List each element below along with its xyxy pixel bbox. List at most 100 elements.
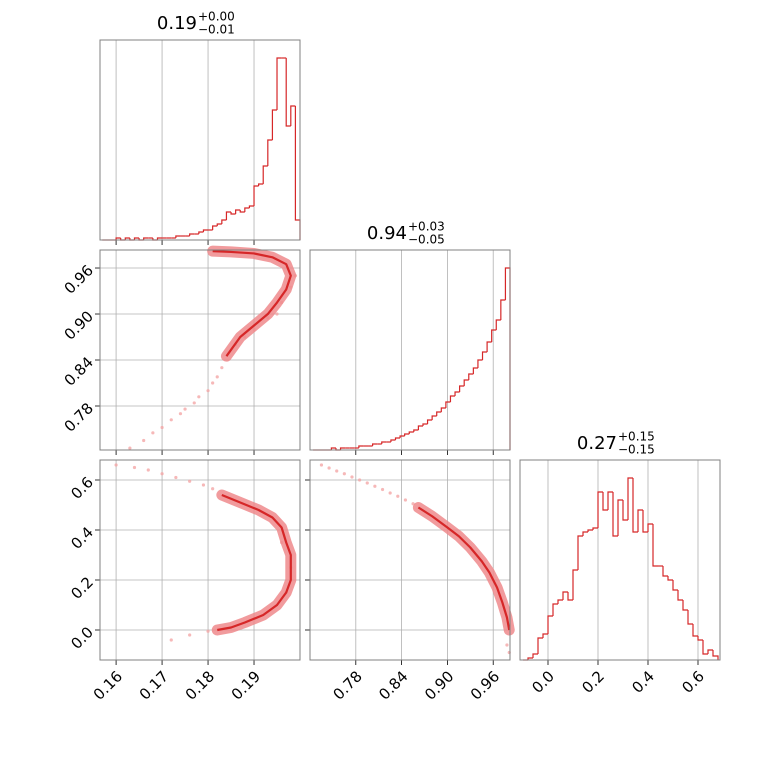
sample-point <box>380 487 385 492</box>
histogram-bin <box>371 443 378 446</box>
contour-fill <box>412 502 515 636</box>
contour-fill <box>207 245 297 362</box>
histogram-bin <box>562 591 568 600</box>
sample-point <box>192 401 196 405</box>
y-tick-label: 0.2 <box>67 573 97 603</box>
histogram-bin <box>216 223 222 226</box>
histogram-bin <box>198 231 204 234</box>
histogram-bin <box>422 423 428 426</box>
sample-point <box>160 472 164 476</box>
sample-point <box>275 312 279 316</box>
histogram-bin <box>572 569 578 600</box>
x-tick-label: 0.0 <box>528 667 558 697</box>
x-tick-label: 0.84 <box>375 667 411 703</box>
histogram-bin <box>258 183 264 186</box>
x-tick-label: 0.78 <box>329 667 365 703</box>
histogram-bin <box>537 637 543 654</box>
histogram-bin <box>436 411 442 416</box>
histogram-bin <box>552 603 558 616</box>
histogram-bin <box>637 509 643 532</box>
sample-point <box>211 381 215 385</box>
histogram-bin <box>647 523 653 532</box>
histogram-bin <box>445 401 451 408</box>
sample-point <box>169 638 173 642</box>
sample-point <box>169 418 173 422</box>
histogram-bin <box>381 441 387 444</box>
sample-point <box>327 466 331 470</box>
histogram-bin <box>426 419 433 424</box>
histogram-bin <box>702 640 708 655</box>
y-tick-label: 0.6 <box>67 473 97 503</box>
panel-title: 0.27 <box>577 433 617 454</box>
sample-point <box>151 431 155 435</box>
histogram-bin <box>627 477 633 520</box>
sample-point <box>388 491 392 495</box>
x-tick-label: 0.18 <box>182 667 218 703</box>
panel-frame <box>99 39 301 241</box>
histogram-bin <box>672 580 678 591</box>
panel-frame <box>309 459 511 661</box>
x-tick-label: 0.4 <box>628 667 658 697</box>
histogram-bin <box>667 576 673 581</box>
panel-title: 0.19 <box>157 13 197 34</box>
sample-point <box>220 366 224 370</box>
sample-point <box>335 469 339 473</box>
y-tick-label: 0.90 <box>61 307 97 343</box>
panel-frame <box>99 249 301 451</box>
histogram-bin <box>504 267 511 450</box>
histogram-bin <box>431 415 437 420</box>
sample-point <box>174 475 178 480</box>
histogram-bin <box>481 351 488 360</box>
histogram-bin <box>235 209 241 214</box>
histogram-bin <box>612 492 618 537</box>
histogram-bin <box>463 379 469 386</box>
histogram-bin <box>358 445 364 448</box>
histogram-bin <box>221 219 227 224</box>
sample-point <box>206 389 210 393</box>
histogram-bin <box>459 385 465 392</box>
title-lower-error: −0.01 <box>198 23 235 37</box>
sample-point <box>178 412 183 416</box>
x-tick-label: 0.2 <box>578 667 608 697</box>
sample-point <box>146 468 150 472</box>
title-lower-error: −0.15 <box>618 443 655 457</box>
histogram-bin <box>567 592 573 601</box>
histogram-bin <box>454 391 460 396</box>
histogram-bin <box>390 439 396 442</box>
histogram-bin <box>267 139 273 166</box>
title-upper-error: +0.15 <box>618 430 655 444</box>
x-tick-label: 0.90 <box>421 667 457 703</box>
histogram-bin <box>617 499 623 536</box>
histogram-bin <box>602 492 608 511</box>
histogram-bin <box>276 57 282 110</box>
sample-point <box>342 472 346 476</box>
histogram-bin <box>468 373 474 380</box>
histogram-bin <box>557 599 563 604</box>
sample-point <box>215 375 219 379</box>
histogram-bin <box>244 207 250 212</box>
x-tick-label: 0.6 <box>678 667 708 697</box>
histogram-bin <box>486 341 492 352</box>
histogram-bin <box>271 109 278 140</box>
sample-point <box>132 465 137 470</box>
panel-frame <box>309 249 511 451</box>
histogram-bin <box>339 447 346 450</box>
x-tick-label: 0.16 <box>90 667 126 703</box>
histogram-bin <box>500 299 506 320</box>
y-tick-label: 0.84 <box>61 353 97 389</box>
histogram-bin <box>413 429 419 432</box>
sample-point <box>188 479 192 483</box>
sample-point <box>188 633 192 637</box>
histogram-bin <box>189 233 195 236</box>
histogram-bin <box>230 212 236 215</box>
histogram-bin <box>587 529 593 532</box>
histogram-bin <box>622 500 628 521</box>
panel-frame <box>99 459 301 661</box>
histogram-bin <box>394 437 401 440</box>
histogram-bin <box>477 359 483 368</box>
contour-line <box>217 493 292 632</box>
title-upper-error: +0.03 <box>408 220 445 234</box>
histogram-bin <box>408 431 414 434</box>
histogram-bin <box>202 229 209 232</box>
